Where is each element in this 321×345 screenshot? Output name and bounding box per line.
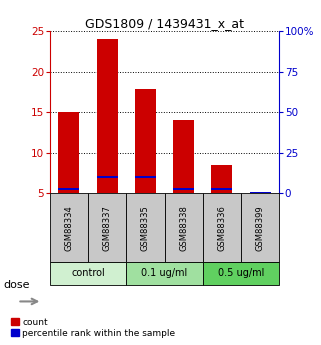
Text: GSM88335: GSM88335 [141, 205, 150, 250]
Bar [135, 89, 156, 193]
Text: 0.1 ug/ml: 0.1 ug/ml [141, 268, 188, 278]
Bar [135, 176, 156, 178]
Bar [50, 262, 126, 285]
Text: dose: dose [3, 280, 30, 290]
Bar [126, 262, 203, 285]
Text: 0.5 ug/ml: 0.5 ug/ml [218, 268, 264, 278]
Bar [58, 188, 79, 190]
Bar [50, 193, 88, 262]
Bar [203, 193, 241, 262]
Legend: count, percentile rank within the sample: count, percentile rank within the sample [8, 314, 179, 341]
Bar [203, 262, 279, 285]
Bar [211, 188, 232, 190]
Text: GSM88338: GSM88338 [179, 205, 188, 250]
Bar [211, 165, 232, 193]
Bar [173, 120, 194, 193]
Text: control: control [71, 268, 105, 278]
Text: GSM88399: GSM88399 [256, 205, 265, 250]
Bar [241, 193, 279, 262]
Text: GSM88337: GSM88337 [103, 205, 112, 250]
Bar [97, 39, 118, 193]
Title: GDS1809 / 1439431_x_at: GDS1809 / 1439431_x_at [85, 17, 244, 30]
Bar [126, 193, 164, 262]
Bar [58, 112, 79, 193]
Bar [164, 193, 203, 262]
Bar [88, 193, 126, 262]
Bar [250, 192, 271, 194]
Text: GSM88336: GSM88336 [217, 205, 226, 250]
Bar [97, 176, 118, 178]
Text: GSM88334: GSM88334 [65, 205, 74, 250]
Bar [173, 188, 194, 190]
